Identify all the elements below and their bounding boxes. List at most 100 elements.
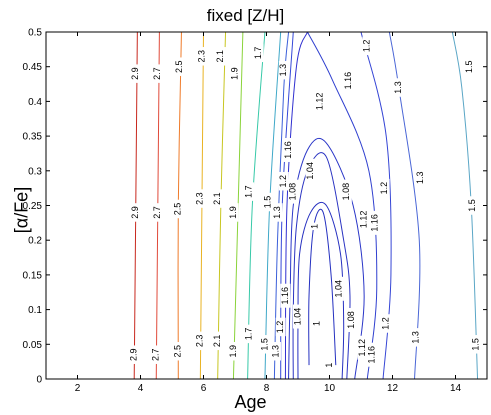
contour-label: 1 [324, 363, 334, 368]
y-tick-label: 0.5 [28, 28, 42, 39]
contour-label-bg [310, 222, 321, 231]
contour-label-bg [415, 168, 426, 187]
contour-label-bg [346, 308, 357, 333]
contour-label: 1.9 [228, 206, 238, 219]
contour-label-bg [393, 78, 404, 97]
contour-label-bg [152, 64, 163, 83]
contour-label: 1.2 [275, 321, 285, 334]
contour-label-bg [244, 324, 255, 344]
contour-label: 1.04 [292, 308, 302, 326]
contour-label: 1 [310, 224, 320, 229]
contour-label-bg [283, 137, 294, 162]
contour-label: 2.3 [195, 192, 205, 205]
axes: 2 4 6 8 10 12 14 0 0.05 0.1 0.15 0.2 0.25 0.3 0.35 0.4 0… [23, 28, 488, 394]
contour-label: 1.9 [229, 67, 239, 80]
x-tick-label: 4 [138, 383, 144, 394]
contour-label-bg [270, 341, 281, 361]
y-tick-label: 0.05 [23, 340, 43, 351]
contour-label: 2.7 [152, 206, 162, 219]
y-tick-label: 0.1 [28, 305, 42, 316]
contour-label-bg [381, 314, 392, 333]
y-tick-label: 0.4 [28, 97, 42, 108]
contour-line-1-16 [307, 31, 378, 380]
y-tick-label: 0.2 [28, 236, 42, 247]
contour-label-bg [305, 158, 316, 183]
contour-label: 2.5 [174, 60, 184, 73]
contour-label: 1.16 [343, 72, 353, 90]
x-tick-label: 2 [75, 383, 81, 394]
contour-label-bg [315, 89, 326, 114]
contour-label: 2.7 [152, 67, 162, 80]
contour-label-bg [173, 341, 184, 361]
contour-label: 1.3 [278, 64, 288, 77]
contour-label: 1.16 [280, 287, 290, 305]
contour-label: 1.2 [379, 182, 389, 195]
x-tick-label: 6 [201, 383, 207, 394]
contour-label: 1.5 [470, 338, 480, 351]
contour-label-bg [228, 203, 239, 222]
contour-label-bg [311, 319, 322, 328]
contour-label-bg [293, 304, 303, 329]
contour-label: 1.5 [467, 199, 477, 212]
contour-label: 2.1 [215, 50, 225, 63]
contour-label-bg [341, 179, 352, 204]
contour-label: 1.08 [288, 183, 298, 201]
contour-label: 1.12 [314, 93, 324, 111]
contour-label: 2.5 [173, 203, 183, 216]
contour-label-bg [357, 335, 368, 360]
contour-label: 2.1 [212, 335, 222, 348]
x-tick-label: 10 [324, 383, 336, 394]
contour-label: 1.7 [244, 328, 254, 341]
contour-label: 1.12 [357, 339, 367, 357]
contour-label-bg [195, 189, 206, 208]
contour-label: 1.5 [262, 196, 272, 209]
contour-label: 1.7 [253, 47, 263, 60]
contour-label: 1.08 [341, 183, 351, 201]
contour-label-bg [259, 335, 270, 354]
contour-label: 2.9 [130, 67, 140, 80]
contour-label-bg [370, 210, 381, 235]
contour-label-bg [278, 171, 289, 191]
contour-label-bg [362, 36, 373, 56]
contour-label-bg [215, 47, 226, 66]
contour-label: 1.16 [366, 346, 376, 364]
contour-label-bg [464, 57, 475, 76]
x-axis-label: Age [234, 392, 267, 412]
contour-label-bg [359, 207, 370, 232]
x-tick-label: 12 [387, 383, 399, 394]
contour-label-bg [467, 196, 478, 215]
contour-label-bg [333, 276, 344, 301]
y-tick-label: 0.25 [23, 201, 43, 212]
x-tick-label: 14 [450, 383, 462, 394]
contour-label: 2.3 [195, 335, 205, 348]
contour-line-1-12 [288, 137, 365, 380]
contour-label: 1.2 [381, 317, 391, 330]
contour-label-bg [130, 64, 141, 83]
contour-label-bg [228, 341, 239, 361]
contour-label-bg [230, 64, 240, 83]
contour-label: 1.2 [278, 175, 288, 188]
contour-label-bg [379, 178, 390, 198]
contour-labels: 2.9 2.9 2.9 2.7 2.7 2.7 2.5 2.5 2.5 2.3 2.3 2.3 2.1 2… [129, 36, 481, 369]
contour-label-bg [129, 345, 140, 364]
contour-label: 1.3 [393, 81, 403, 94]
contour-label-bg [130, 203, 141, 222]
contour-label: 2.7 [151, 348, 161, 361]
contour-line-1-3 [388, 31, 421, 380]
contour-label-bg [212, 189, 223, 208]
contour-label: 1.2 [362, 40, 372, 53]
contour-label: 1.16 [370, 214, 380, 232]
contour-label: 2.1 [212, 192, 222, 205]
contour-label-bg [411, 328, 422, 347]
contour-label: 1.7 [244, 185, 254, 198]
contour-label-bg [324, 361, 335, 369]
contour-label: 1.3 [411, 331, 421, 344]
contour-label: 1.5 [464, 60, 474, 73]
contour-label-bg [470, 335, 481, 354]
contour-line-1-08 [292, 152, 351, 380]
contour-label: 1.9 [228, 345, 238, 358]
contour-label: 1.12 [359, 211, 369, 229]
contour-label-bg [212, 331, 223, 351]
contour-label-bg [263, 192, 274, 212]
